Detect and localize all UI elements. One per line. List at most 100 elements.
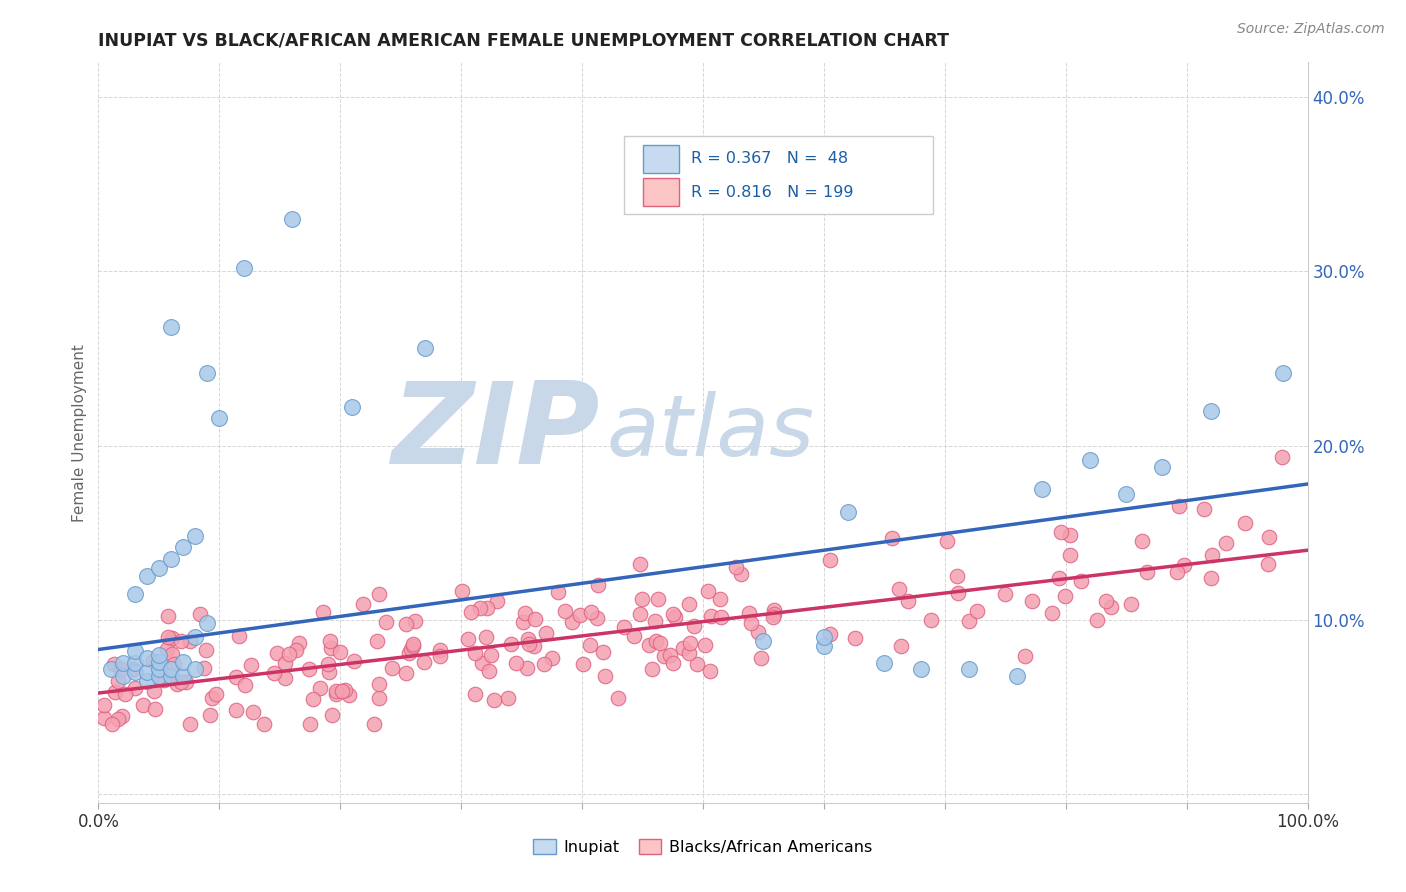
Point	[628, 607, 651, 621]
Point	[225, 703, 247, 717]
Point	[153, 673, 176, 687]
Point	[700, 609, 723, 624]
Point	[1070, 574, 1092, 588]
Point	[156, 609, 179, 624]
Point	[188, 607, 211, 621]
Point	[330, 683, 353, 698]
Point	[124, 681, 146, 695]
Point	[366, 633, 388, 648]
Point	[818, 553, 841, 567]
Point	[111, 657, 134, 671]
Point	[749, 651, 772, 665]
Point	[1014, 648, 1036, 663]
Point	[1085, 613, 1108, 627]
Point	[319, 633, 342, 648]
Point	[946, 586, 969, 600]
Point	[523, 639, 546, 653]
Point	[695, 638, 717, 652]
Point	[398, 646, 420, 660]
Point	[170, 674, 193, 689]
Point	[240, 658, 263, 673]
Point	[395, 616, 418, 631]
Point	[316, 657, 339, 671]
Point	[253, 717, 276, 731]
Point	[572, 657, 595, 671]
Point	[169, 633, 191, 648]
Point	[568, 607, 591, 622]
Point	[752, 633, 775, 648]
Point	[148, 655, 170, 669]
Point	[478, 664, 501, 678]
Point	[284, 643, 307, 657]
Point	[813, 639, 835, 653]
Point	[309, 681, 332, 695]
Point	[672, 640, 695, 655]
Point	[468, 600, 491, 615]
Point	[686, 657, 709, 671]
Point	[1099, 599, 1122, 614]
Point	[135, 665, 157, 680]
Point	[135, 673, 157, 688]
Point	[321, 708, 343, 723]
Point	[179, 717, 201, 731]
Point	[148, 560, 170, 574]
Point	[1257, 530, 1279, 544]
Point	[278, 648, 301, 662]
Point	[200, 708, 222, 723]
Point	[678, 646, 700, 660]
Point	[1257, 557, 1279, 571]
Point	[148, 668, 170, 682]
Text: INUPIAT VS BLACK/AFRICAN AMERICAN FEMALE UNEMPLOYMENT CORRELATION CHART: INUPIAT VS BLACK/AFRICAN AMERICAN FEMALE…	[98, 32, 949, 50]
Point	[762, 610, 785, 624]
Point	[464, 646, 486, 660]
Point	[747, 624, 769, 639]
Point	[623, 630, 645, 644]
Point	[429, 643, 451, 657]
Point	[505, 656, 527, 670]
Point	[498, 691, 520, 706]
Point	[156, 641, 179, 656]
Point	[195, 643, 218, 657]
Point	[204, 687, 226, 701]
Point	[606, 691, 628, 706]
Point	[479, 648, 502, 662]
Point	[517, 637, 540, 651]
Point	[274, 657, 297, 671]
Point	[160, 631, 183, 645]
Point	[148, 662, 170, 676]
Point	[93, 698, 115, 712]
Point	[132, 698, 155, 713]
Point	[679, 636, 702, 650]
Point	[517, 632, 540, 647]
Point	[644, 614, 666, 628]
Point	[910, 662, 932, 676]
Point	[184, 529, 207, 543]
Y-axis label: Female Unemployment: Female Unemployment	[72, 343, 87, 522]
Point	[107, 712, 129, 726]
Point	[325, 688, 347, 702]
Point	[195, 366, 218, 380]
Point	[302, 692, 325, 706]
Point	[475, 601, 498, 615]
Point	[402, 639, 425, 653]
Point	[524, 612, 547, 626]
Point	[103, 657, 125, 672]
Point	[111, 668, 134, 682]
Point	[142, 654, 165, 668]
Point	[1049, 524, 1071, 539]
FancyBboxPatch shape	[643, 178, 679, 206]
Point	[201, 691, 224, 706]
Point	[124, 644, 146, 658]
Point	[471, 656, 494, 670]
Point	[1078, 452, 1101, 467]
Point	[593, 669, 616, 683]
Point	[763, 607, 786, 621]
Point	[837, 505, 859, 519]
FancyBboxPatch shape	[624, 136, 932, 214]
Point	[920, 613, 942, 627]
Point	[499, 637, 522, 651]
Point	[889, 582, 911, 596]
Point	[661, 656, 683, 670]
Point	[395, 665, 418, 680]
Point	[1168, 499, 1191, 513]
